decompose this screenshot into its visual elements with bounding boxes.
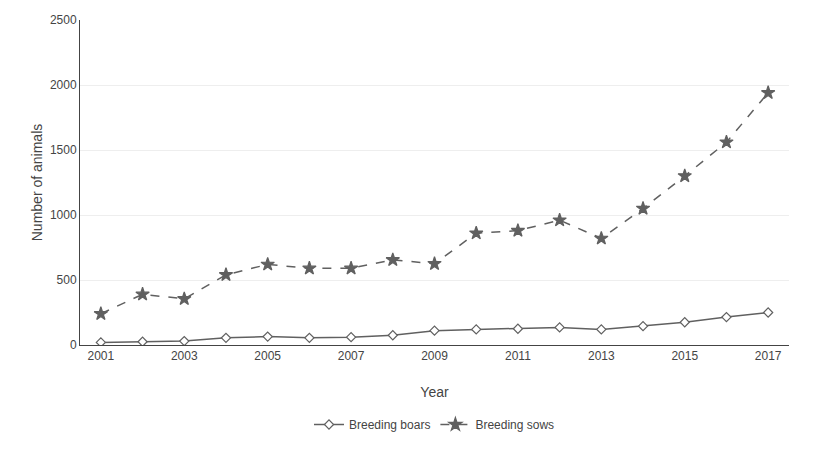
svg-text:1000: 1000 (50, 208, 77, 222)
svg-text:2013: 2013 (588, 349, 615, 363)
svg-text:500: 500 (57, 273, 77, 287)
svg-text:2009: 2009 (421, 349, 448, 363)
svg-text:2001: 2001 (87, 349, 114, 363)
svg-text:2500: 2500 (50, 13, 77, 27)
svg-text:2000: 2000 (50, 78, 77, 92)
svg-text:Year: Year (420, 384, 449, 400)
svg-text:Breeding sows: Breeding sows (475, 418, 554, 432)
svg-text:Number of animals: Number of animals (29, 124, 45, 242)
svg-text:0: 0 (70, 338, 77, 352)
svg-text:2007: 2007 (338, 349, 365, 363)
svg-text:2003: 2003 (171, 349, 198, 363)
svg-text:2017: 2017 (755, 349, 782, 363)
svg-text:2011: 2011 (505, 349, 531, 363)
svg-text:2005: 2005 (254, 349, 281, 363)
svg-text:Breeding boars: Breeding boars (349, 418, 430, 432)
svg-text:1500: 1500 (50, 143, 77, 157)
svg-text:2015: 2015 (671, 349, 698, 363)
